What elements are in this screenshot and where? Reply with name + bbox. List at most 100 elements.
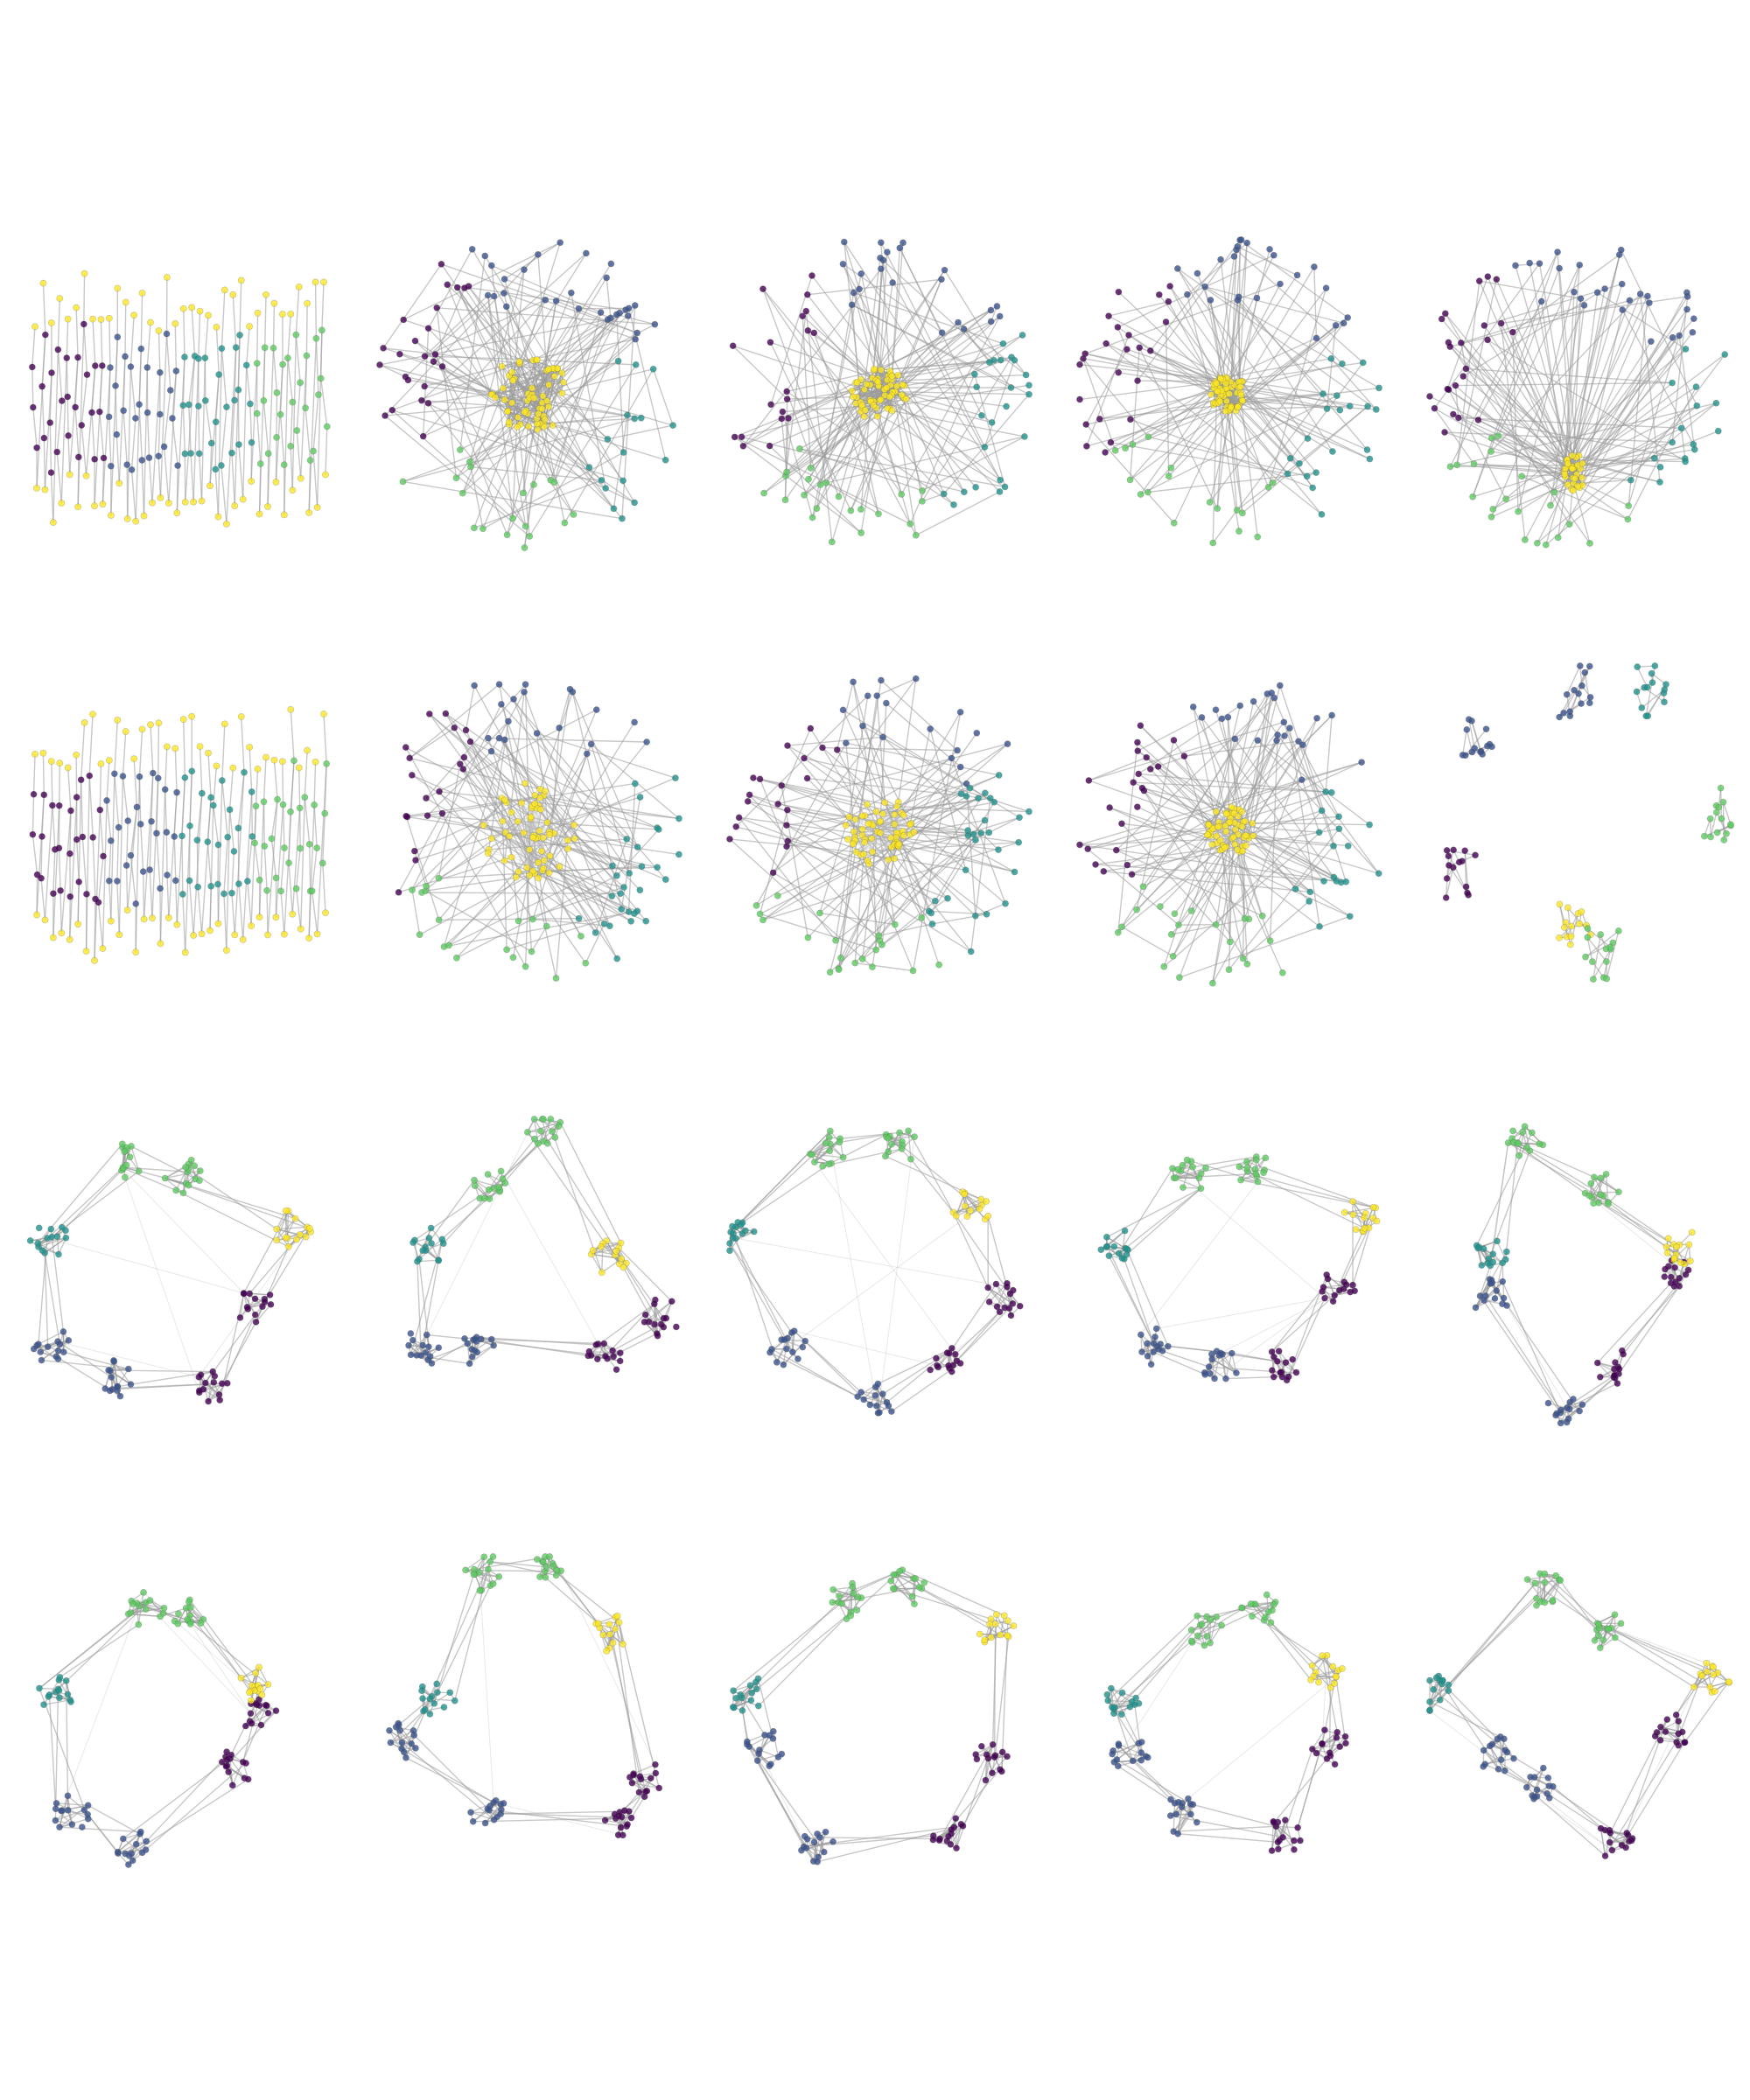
- graph-node: [181, 948, 189, 956]
- graph-node: [477, 1335, 485, 1343]
- graph-edge: [57, 1340, 112, 1378]
- graph-edge: [165, 832, 168, 876]
- graph-edge: [729, 838, 873, 968]
- graph-edge: [1680, 428, 1686, 459]
- graph-node: [1727, 821, 1734, 829]
- graph-edge: [258, 802, 265, 918]
- graph-edge: [69, 797, 78, 940]
- graph-node: [230, 848, 238, 855]
- graph-node: [195, 1387, 203, 1395]
- graph-edge: [158, 414, 161, 457]
- graph-edge: [206, 842, 212, 886]
- graph-node: [318, 859, 326, 867]
- graph-node: [570, 511, 578, 518]
- graph-node: [928, 909, 935, 917]
- graph-node: [118, 1140, 126, 1148]
- graph-node: [1092, 861, 1099, 868]
- graph-edge: [861, 1391, 883, 1395]
- graph-node: [1576, 261, 1584, 269]
- graph-node: [440, 943, 448, 950]
- graph-node: [113, 430, 121, 438]
- graph-node: [1310, 263, 1318, 270]
- graph-node: [1344, 842, 1352, 850]
- graph-node: [860, 413, 868, 420]
- graph-edge: [140, 292, 144, 349]
- graph-node: [783, 388, 791, 396]
- graph-node: [172, 319, 179, 327]
- graph-node: [164, 872, 171, 878]
- graph-node: [1303, 472, 1311, 480]
- graph-edge: [866, 832, 881, 861]
- graph-node: [1586, 662, 1593, 670]
- graph-node: [799, 1343, 807, 1351]
- graph-node: [65, 432, 72, 439]
- graph-edge: [1214, 1298, 1326, 1379]
- graph-node: [879, 733, 887, 741]
- graph-node: [660, 1323, 668, 1331]
- graph-edge: [791, 1332, 794, 1353]
- graph-node: [593, 1355, 601, 1363]
- graph-edge: [807, 294, 879, 387]
- graph-node: [1133, 803, 1141, 811]
- graph-node: [287, 808, 294, 816]
- graph-node: [508, 808, 515, 816]
- graph-node: [598, 1269, 606, 1277]
- graph-node: [414, 1257, 421, 1265]
- graph-edge: [872, 823, 910, 826]
- graph-node: [73, 794, 80, 802]
- graph-edge: [1130, 383, 1214, 480]
- graph-node: [1661, 698, 1668, 706]
- graph-edge: [533, 795, 544, 836]
- graph-node: [459, 766, 467, 773]
- graph-node: [318, 326, 326, 334]
- graph-edge: [1228, 410, 1238, 511]
- graph-edge: [174, 323, 178, 371]
- graph-edge: [1183, 755, 1208, 836]
- graph-node: [26, 1236, 34, 1244]
- node-layer: [1442, 662, 1734, 983]
- graph-edge: [1079, 761, 1362, 846]
- graph-edge: [1140, 386, 1219, 495]
- graph-node: [1274, 731, 1282, 738]
- graph-edge: [1620, 249, 1698, 407]
- graph-node: [1509, 328, 1516, 336]
- graph-node: [179, 304, 187, 312]
- graph-node: [290, 757, 298, 765]
- graph-edge: [411, 704, 502, 891]
- graph-edge: [256, 1304, 272, 1323]
- graph-edge: [860, 831, 878, 856]
- graph-node: [179, 716, 187, 724]
- graph-node: [251, 1295, 259, 1303]
- graph-edge: [1142, 787, 1242, 813]
- graph-node: [468, 1346, 476, 1353]
- graph-node: [466, 458, 473, 466]
- graph-node: [1526, 259, 1534, 267]
- graph-node: [1446, 343, 1454, 351]
- node-layer: [726, 1127, 1024, 1417]
- graph-node: [726, 1240, 733, 1247]
- graph-node: [540, 1116, 547, 1123]
- graph-edge: [239, 280, 242, 335]
- graph-node: [1295, 738, 1302, 746]
- graph-edge: [1567, 300, 1631, 466]
- graph-node: [869, 848, 876, 856]
- graph-node: [188, 767, 196, 775]
- graph-node: [113, 878, 121, 885]
- graph-node: [1239, 397, 1247, 404]
- graph-node: [575, 914, 583, 922]
- graph-node: [585, 464, 593, 471]
- graph-node: [231, 931, 239, 939]
- graph-node: [1239, 955, 1247, 962]
- graph-node: [1459, 858, 1466, 865]
- graph-edge: [591, 1253, 622, 1260]
- graph-edge: [606, 277, 612, 318]
- graph-node: [33, 484, 40, 492]
- graph-node: [872, 946, 880, 954]
- graph-node: [1327, 354, 1335, 362]
- graph-edge: [165, 333, 172, 391]
- graph-edge: [473, 1180, 491, 1200]
- graph-node: [402, 744, 410, 752]
- graph-edge: [1103, 871, 1311, 893]
- graph-node: [616, 1349, 624, 1357]
- graph-node: [1564, 481, 1572, 488]
